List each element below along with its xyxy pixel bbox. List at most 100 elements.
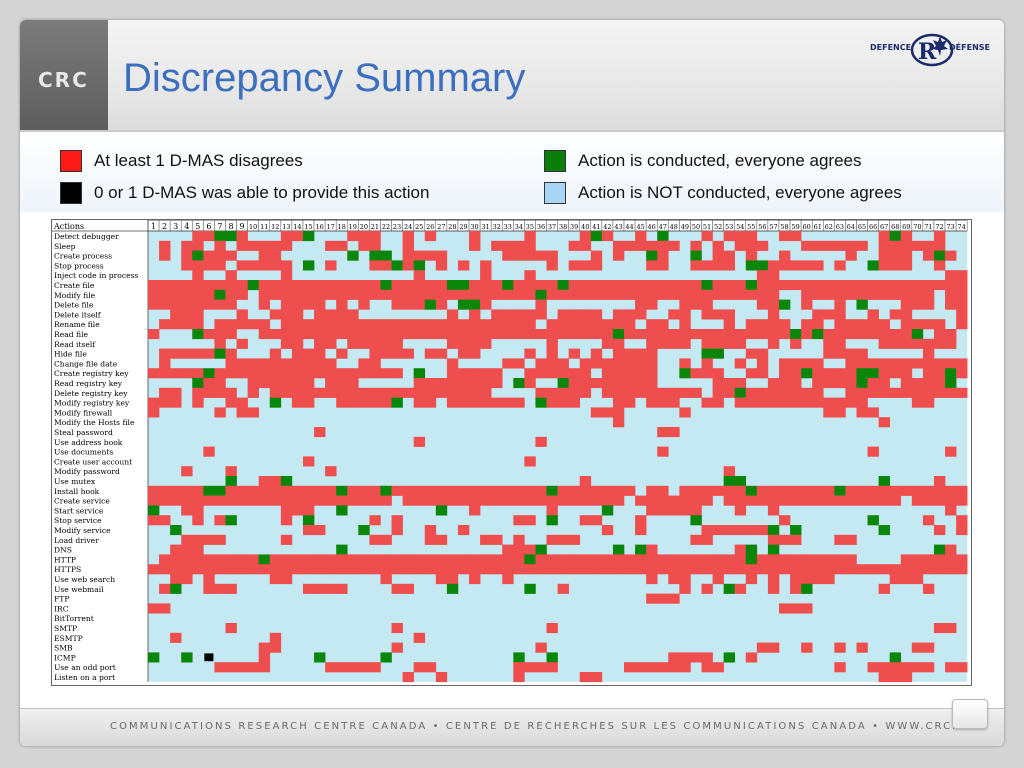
grid-cell — [214, 368, 226, 379]
column-header: 19 — [349, 223, 357, 231]
grid-cell — [325, 309, 337, 320]
grid-cell — [568, 240, 581, 251]
grid-cell — [480, 270, 492, 281]
column-header: 13 — [282, 223, 290, 231]
grid-cell — [502, 397, 514, 408]
grid-cell — [778, 358, 791, 369]
grid-cell — [823, 407, 835, 418]
grid-cell — [945, 564, 957, 575]
grid-cell — [269, 574, 282, 585]
grid-cell — [280, 515, 293, 526]
grid-cell — [380, 368, 392, 379]
grid-cell — [247, 378, 259, 389]
grid-cell — [956, 358, 968, 369]
grid-cell — [911, 358, 924, 369]
grid-cell — [336, 299, 348, 310]
grid-cell — [535, 387, 547, 398]
grid-cell — [911, 378, 924, 389]
grid-cell — [723, 466, 736, 477]
grid-cell — [369, 289, 381, 300]
column-header: 35 — [526, 223, 534, 231]
grid-cell — [502, 485, 514, 496]
grid-cell — [845, 368, 857, 379]
grid-cell — [336, 368, 348, 379]
grid-cell — [734, 387, 747, 398]
grid-cell — [214, 554, 226, 565]
grid-cell — [480, 368, 492, 379]
grid-cell — [668, 387, 680, 398]
grid-cell — [181, 368, 193, 379]
grid-cell — [712, 485, 724, 496]
grid-cell — [457, 485, 470, 496]
grid-cell — [336, 662, 348, 673]
grid-cell — [579, 495, 592, 506]
grid-cell — [325, 662, 337, 673]
column-header: 51 — [703, 223, 711, 231]
grid-cell — [834, 260, 846, 271]
grid-cell — [236, 280, 248, 291]
grid-cell — [225, 231, 237, 242]
grid-cell — [502, 329, 514, 340]
grid-cell — [668, 564, 680, 575]
grid-cell — [391, 623, 403, 634]
action-label: Delete file — [54, 301, 94, 310]
column-header: 46 — [648, 223, 656, 231]
grid-cell — [723, 495, 736, 506]
action-label: Read file — [54, 330, 89, 339]
grid-cell — [889, 260, 902, 271]
action-label: Read itself — [54, 340, 96, 349]
grid-cell — [181, 554, 193, 565]
grid-cell — [148, 495, 160, 506]
grid-cell — [236, 495, 248, 506]
grid-cell — [513, 544, 525, 555]
grid-cell — [778, 250, 791, 261]
grid-cell — [889, 280, 902, 291]
slide-corner-button[interactable] — [952, 699, 988, 729]
grid-cell — [834, 299, 846, 310]
grid-cell — [236, 397, 248, 408]
grid-cell — [258, 642, 271, 653]
grid-cell — [258, 358, 271, 369]
grid-cell — [911, 387, 924, 398]
grid-cell — [956, 662, 968, 673]
grid-cell — [524, 583, 536, 594]
grid-cell — [325, 387, 337, 398]
grid-cell — [535, 495, 547, 506]
grid-cell — [790, 397, 802, 408]
grid-cell — [590, 672, 603, 683]
grid-cell — [801, 583, 813, 594]
grid-cell — [435, 378, 448, 389]
column-header: 67 — [880, 223, 888, 231]
footer-text: COMMUNICATIONS RESEARCH CENTRE CANADA • … — [110, 721, 976, 732]
grid-cell — [413, 378, 426, 389]
grid-cell — [646, 368, 658, 379]
grid-cell — [834, 319, 846, 330]
grid-cell — [790, 338, 802, 349]
grid-cell — [170, 387, 182, 398]
grid-cell — [856, 280, 868, 291]
grid-cell — [834, 309, 846, 320]
action-label: ESMTP — [54, 634, 83, 643]
column-header: 33 — [504, 223, 512, 231]
column-header: 63 — [836, 223, 844, 231]
grid-cell — [535, 554, 547, 565]
grid-cell — [247, 358, 259, 369]
grid-cell — [867, 407, 879, 418]
grid-cell — [701, 289, 713, 300]
grid-cell — [745, 289, 758, 300]
grid-cell — [734, 485, 747, 496]
grid-cell — [502, 280, 514, 291]
grid-cell — [546, 564, 558, 575]
column-header: 58 — [780, 223, 788, 231]
grid-cell — [513, 309, 525, 320]
grid-cell — [756, 260, 769, 271]
grid-cell — [734, 525, 747, 536]
grid-cell — [856, 378, 868, 389]
grid-cell — [657, 554, 669, 565]
grid-cell — [513, 485, 525, 496]
grid-cell — [358, 662, 370, 673]
grid-cell — [612, 250, 625, 261]
grid-cell — [446, 564, 459, 575]
grid-cell — [203, 554, 215, 565]
defense-label: DÉFENSE — [949, 43, 990, 52]
